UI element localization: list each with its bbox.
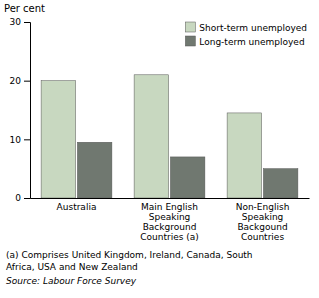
legend: Short-term unemployed Long-term unemploye…: [185, 22, 307, 47]
y-tick-mark: [24, 81, 30, 82]
x-tick-label: Non-EnglishSpeakingBackgoundCountries: [236, 202, 290, 242]
x-axis: AustraliaMain EnglishSpeakingBackgroundC…: [31, 198, 310, 242]
chart: 0102030AustraliaMain EnglishSpeakingBack…: [0, 0, 319, 298]
y-axis-line: [24, 23, 31, 199]
x-tick-label-line: Non-English: [236, 202, 290, 212]
y-tick: 0: [15, 193, 30, 203]
bar: [134, 75, 168, 198]
x-tick: Australia: [57, 198, 97, 212]
x-tick-label: Main EnglishSpeakingBackgroundCountries …: [140, 202, 199, 242]
y-tick: 30: [10, 17, 30, 27]
x-tick-label-line: Backgound: [237, 222, 287, 232]
y-axis: 0 10 20 30: [10, 17, 31, 203]
bar: [227, 113, 261, 198]
y-axis-title: Per cent: [4, 3, 45, 14]
footnote: Africa, USA and New Zealand: [6, 262, 138, 272]
plot: 0102030AustraliaMain EnglishSpeakingBack…: [10, 17, 310, 242]
legend-label: Short-term unemployed: [199, 23, 307, 33]
bar-series: [41, 75, 261, 198]
x-tick-label-line: Speaking: [149, 212, 191, 222]
x-axis-line: [31, 198, 310, 199]
y-tick-label: 10: [10, 135, 22, 145]
y-tick-label: 30: [10, 17, 22, 27]
source: Source: Labour Force Survey: [6, 276, 137, 286]
x-tick-label-line: Countries (a): [140, 232, 199, 242]
legend-swatch: [185, 22, 195, 32]
y-tick-label: 0: [15, 193, 21, 203]
x-tick: Main EnglishSpeakingBackgroundCountries …: [140, 198, 199, 242]
x-tick-label-line: Australia: [57, 202, 97, 212]
bar: [77, 142, 111, 198]
bar-series: [77, 142, 297, 198]
x-tick: Non-EnglishSpeakingBackgoundCountries: [236, 198, 290, 242]
legend-item: Short-term unemployed: [185, 22, 307, 33]
x-tick-label-line: Speaking: [242, 212, 284, 222]
bar: [41, 81, 75, 198]
y-tick: 20: [10, 76, 30, 86]
legend-item: Long-term unemployed: [185, 36, 304, 47]
x-tick-label-line: Background: [143, 222, 197, 232]
y-tick-mark: [24, 22, 30, 23]
y-tick-label: 20: [10, 76, 22, 86]
legend-swatch: [185, 36, 195, 46]
y-tick: 10: [10, 135, 30, 145]
y-tick-mark: [24, 139, 30, 140]
legend-label: Long-term unemployed: [199, 37, 304, 47]
x-tick-label: Australia: [57, 202, 97, 212]
y-tick-mark: [24, 198, 30, 199]
x-tick-label-line: Countries: [241, 232, 284, 242]
x-tick-label-line: Main English: [141, 202, 198, 212]
bar: [170, 157, 204, 198]
bars: [41, 75, 298, 198]
bar: [263, 169, 297, 198]
footnote: (a) Comprises United Kingdom, Ireland, C…: [6, 250, 253, 260]
